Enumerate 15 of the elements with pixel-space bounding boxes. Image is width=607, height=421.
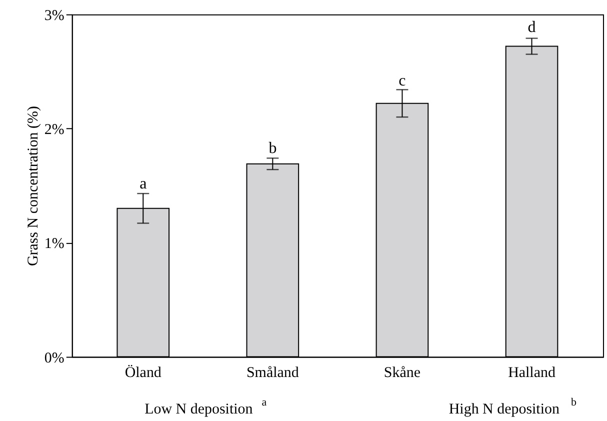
y-tick-label: 0% [44,350,64,366]
x-tick-label: Halland [508,365,556,382]
annotation: d [528,18,536,36]
y-tick-label: 3% [44,8,64,24]
annotation: b [268,140,277,157]
text: Low N deposition a [144,396,267,418]
text: High N deposition b [448,396,577,418]
x-tick-label: Öland [124,364,162,382]
y-tick-label: 2% [44,122,64,138]
x-tick-label: Småland [246,365,300,382]
annotation: a [140,175,147,192]
y-axis-title: Grass N concentration (%) [25,106,42,266]
annotation: c [398,72,406,90]
y-tick-label: 1% [44,236,64,252]
x-tick-label: Skåne [384,365,421,382]
